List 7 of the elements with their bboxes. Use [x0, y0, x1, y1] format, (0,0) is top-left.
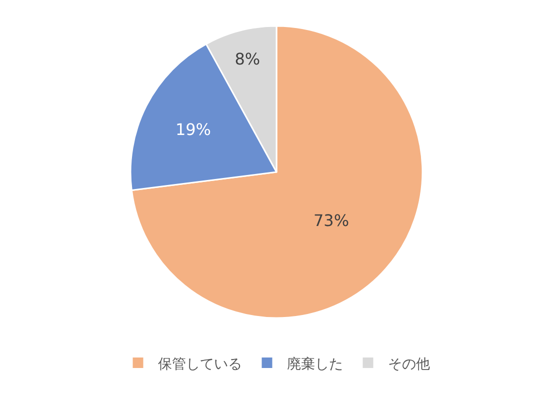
legend-label: 保管している — [158, 356, 242, 372]
data-label: 19% — [175, 120, 212, 140]
legend-label: 廃棄した — [287, 356, 343, 372]
pie-slice — [130, 25, 424, 319]
data-label: 73% — [313, 210, 350, 230]
legend-label: その他 — [388, 356, 430, 372]
data-label: 8% — [234, 49, 260, 68]
